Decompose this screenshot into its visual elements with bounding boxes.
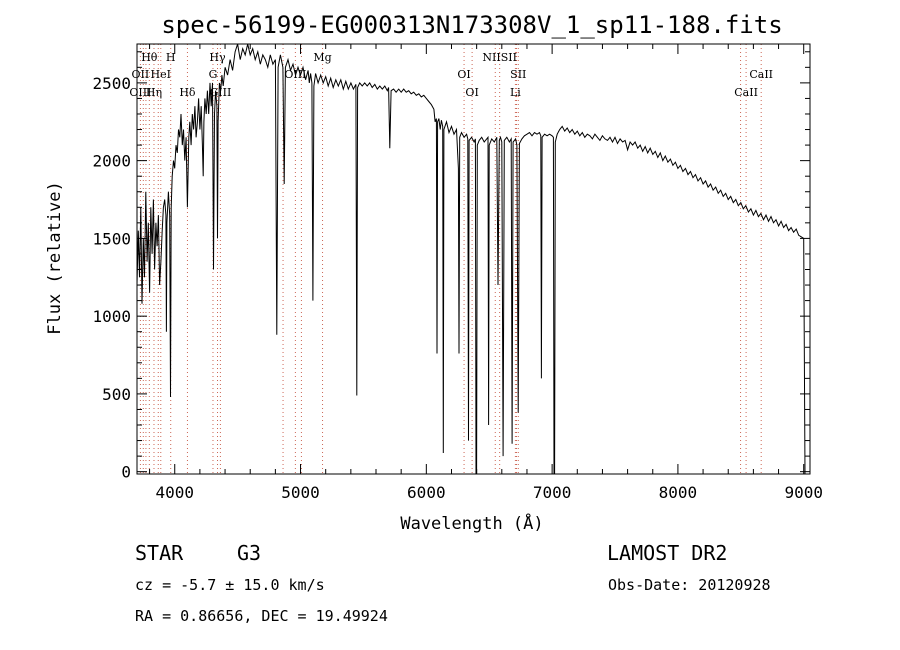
emission-line-label: OI [457,68,470,81]
emission-line-label: OII [132,68,150,81]
emission-line-label: G [209,68,218,81]
spectrum-line [136,43,806,475]
obs-date: Obs-Date: 20120928 [608,576,771,594]
emission-line-label: OIII [284,68,306,81]
redshift-cz: cz = -5.7 ± 15.0 km/s [135,576,325,594]
x-tick-label: 9000 [784,483,823,502]
y-tick-label: 2000 [92,152,131,171]
y-tick-label: 500 [102,385,131,404]
y-tick-label: 2500 [92,74,131,93]
emission-line-label: Hδ [179,86,196,99]
y-tick-label: 1500 [92,229,131,248]
emission-line-markers [139,44,762,474]
survey-name: LAMOST DR2 [607,541,727,565]
plot-area: 4000 5000 6000 7000 8000 9000 0 500 1000 1500 2000… [92,43,823,502]
x-tick-label: 4000 [155,483,194,502]
emission-line-label: CaII [749,68,773,81]
y-axis-label: Flux (relative) [45,181,65,335]
chart-title: spec-56199-EG000313N173308V_1_sp11-188.f… [161,11,782,39]
object-subclass: G3 [237,541,261,565]
emission-line-label: H [166,51,176,64]
object-class: STAR [135,541,184,565]
coordinates: RA = 0.86656, DEC = 19.49924 [135,607,388,625]
emission-line-label: Li [510,86,521,99]
emission-line-label: Mg [313,51,331,64]
emission-line-label: GIII [209,86,231,99]
axis-ticks: 4000 5000 6000 7000 8000 9000 0 500 1000 1500 2000… [92,44,823,502]
plot-frame [136,43,811,475]
emission-line-label: SII [510,68,526,81]
emission-line-label: Hθ [141,51,158,64]
info-panel: STAR G3 LAMOST DR2 cz = -5.7 ± 15.0 km/s… [135,541,771,625]
emission-line-labels: HθOIIOIIIHηHHeIHδHγGGIIIOIIIMgOIOINIISII… [129,51,773,99]
emission-line-label: HeI [151,68,171,81]
emission-line-label: OIII [129,86,151,99]
y-tick-label: 1000 [92,307,131,326]
x-tick-label: 8000 [659,483,698,502]
emission-line-label: OI [465,86,478,99]
emission-line-label: CaII [734,86,758,99]
emission-line-label: Hη [146,86,162,99]
x-tick-label: 6000 [407,483,446,502]
x-tick-label: 5000 [281,483,320,502]
emission-line-label: NIISII [482,51,517,64]
y-tick-label: 0 [121,463,131,482]
x-tick-label: 7000 [533,483,572,502]
x-axis-label: Wavelength (Å) [400,512,543,534]
emission-line-label: Hγ [209,51,226,64]
